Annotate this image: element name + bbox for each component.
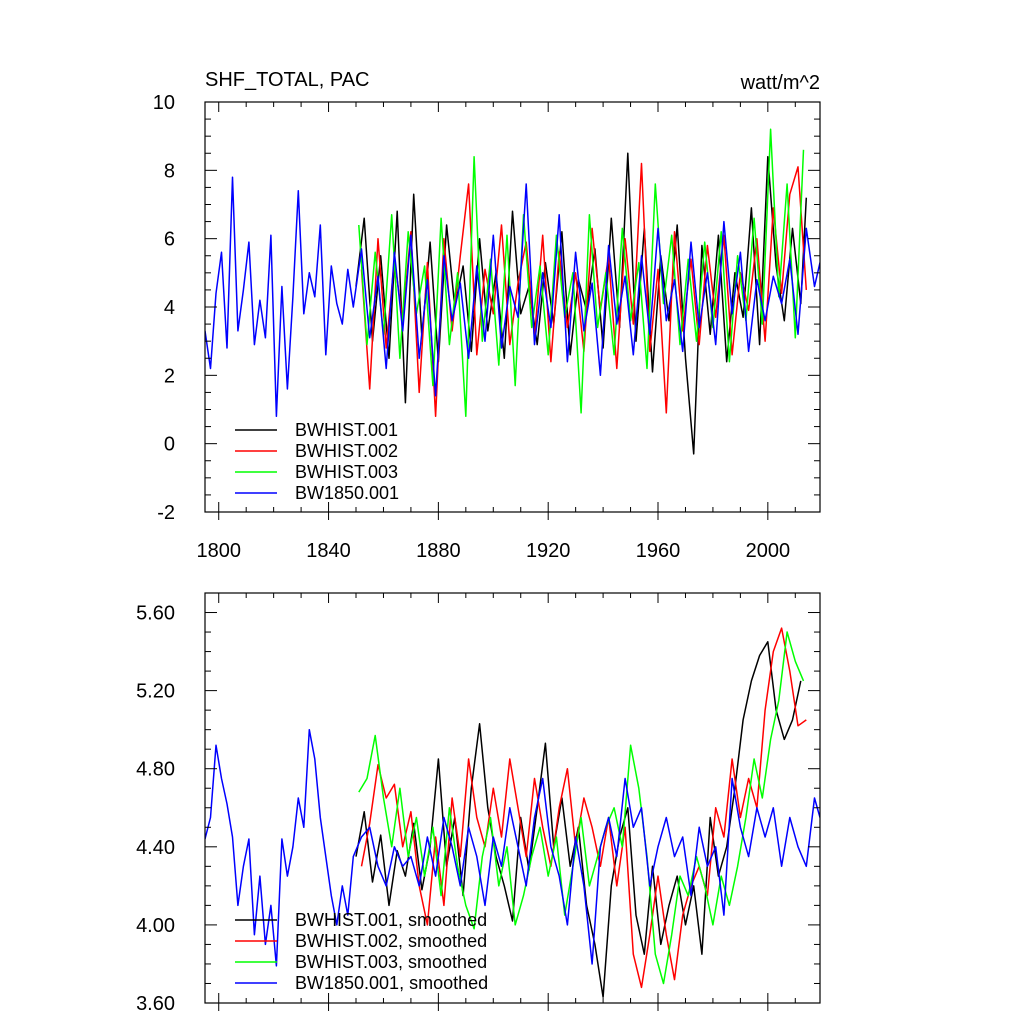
x-tick-label: 1880: [416, 540, 461, 562]
chart-title: SHF_TOTAL, PAC: [205, 69, 369, 91]
series-line-bwhist-003-smoothed: [358, 631, 805, 985]
x-tick-label: 1840: [306, 540, 351, 562]
legend-label: BWHIST.001, smoothed: [295, 910, 487, 930]
y-tick-label: 2: [164, 365, 175, 387]
legend-label: BWHIST.003, smoothed: [295, 952, 487, 972]
y-tick-label: -2: [157, 502, 175, 524]
legend-label: BW1850.001: [295, 483, 399, 503]
chart-units: watt/m^2: [740, 72, 820, 94]
y-tick-label: 4.80: [136, 759, 175, 781]
series-line-bw1850-001-smoothed: [205, 728, 820, 967]
x-tick-label: 1920: [526, 540, 571, 562]
y-tick-label: 10: [153, 92, 175, 114]
x-tick-label: 2000: [746, 540, 791, 562]
series-line-bw1850-001: [205, 176, 820, 418]
x-tick-label: 1800: [196, 540, 241, 562]
series-group: [205, 627, 820, 998]
series-line-bwhist-003: [358, 128, 805, 418]
y-tick-label: 0: [164, 434, 175, 456]
y-tick-label: 5.60: [136, 603, 175, 625]
y-tick-label: 8: [164, 160, 175, 182]
top-panel: SHF_TOTAL, PAC watt/m^2 1800 1840 1880 1920 19…: [153, 69, 821, 562]
legend-label: BWHIST.002: [295, 441, 398, 461]
y-tick-label: 6: [164, 229, 175, 251]
x-tick-label: 1960: [636, 540, 681, 562]
series-group: [205, 128, 820, 455]
legend-label: BWHIST.003: [295, 462, 398, 482]
y-tick-label: 4.40: [136, 837, 175, 859]
series-line-bwhist-001: [355, 152, 808, 455]
y-tick-label: 4.00: [136, 915, 175, 937]
y-tick-label: 3.60: [136, 993, 175, 1015]
legend-label: BWHIST.002, smoothed: [295, 931, 487, 951]
y-tick-label: 4: [164, 297, 175, 319]
legend-label: BW1850.001, smoothed: [295, 973, 488, 993]
legend-label: BWHIST.001: [295, 420, 398, 440]
bottom-panel: 3.60 4.00 4.40 4.80 5.20 5.60 BWHIST.001, smoo…: [136, 592, 821, 1015]
y-tick-label: 5.20: [136, 681, 175, 703]
series-line-bwhist-002-smoothed: [360, 627, 807, 989]
plot-frame: [204, 592, 821, 1004]
